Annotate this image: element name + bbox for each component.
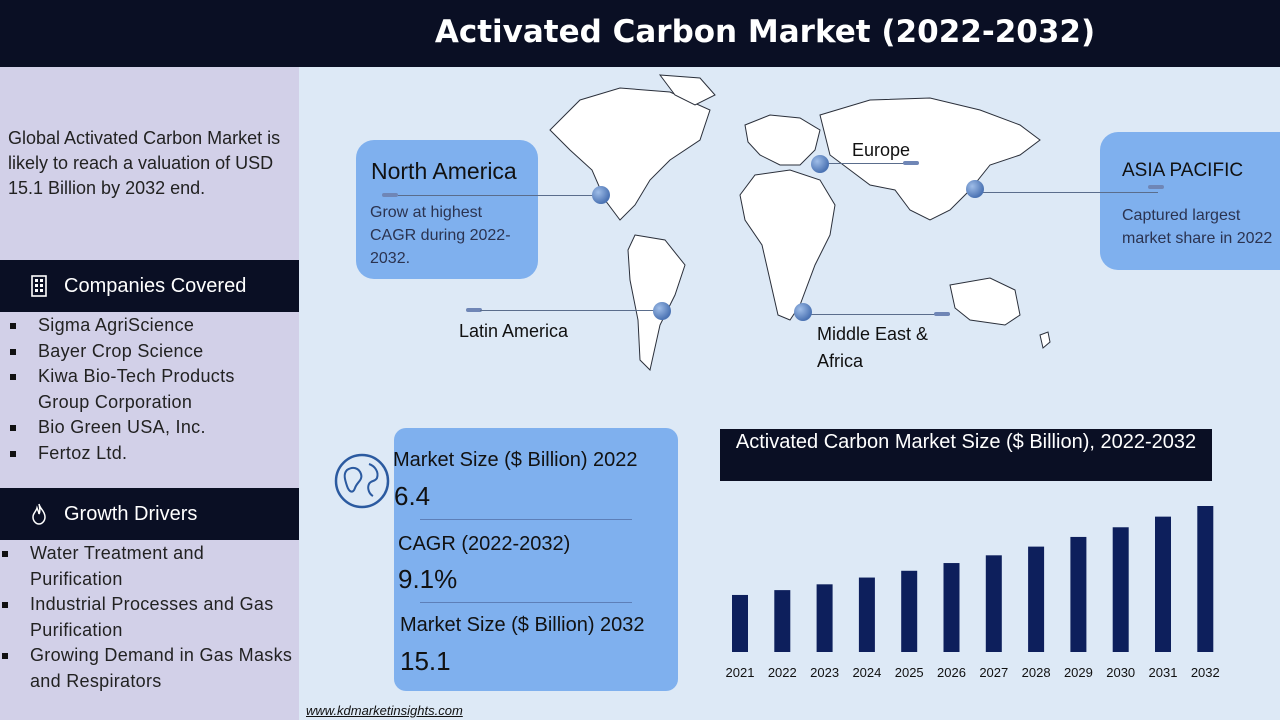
latin-america-label: Latin America [459, 321, 569, 341]
x-tick-label: 2026 [937, 665, 966, 680]
mea-label: Middle East & Africa [817, 324, 929, 371]
stats-divider [420, 519, 632, 520]
website-link[interactable]: www.kdmarketinsights.com [306, 703, 463, 718]
cagr-label: CAGR (2022-2032) [398, 533, 571, 555]
list-item: Fertoz Ltd. [10, 441, 260, 467]
europe-marker [903, 161, 919, 165]
europe-connector [828, 163, 918, 164]
x-tick-label: 2022 [768, 665, 797, 680]
list-item: Water Treatment and Purification [2, 541, 242, 592]
asia-pacific-desc: Captured largest market share in 2022 [1122, 207, 1273, 247]
drivers-list: Water Treatment and Purification Industr… [2, 541, 300, 694]
market-size-2022-label: Market Size ($ Billion) 2022 [393, 449, 638, 471]
bar-2021 [732, 594, 748, 652]
drivers-header: Growth Drivers [0, 488, 299, 540]
x-tick-label: 2028 [1022, 665, 1051, 680]
north-america-card [356, 140, 538, 279]
stats-divider [420, 602, 632, 603]
intro-text: Global Activated Carbon Market is likely… [8, 128, 281, 198]
x-tick-label: 2030 [1106, 665, 1135, 680]
sidebar [0, 67, 299, 720]
x-tick-label: 2031 [1149, 665, 1178, 680]
bar-chart: 2021 2022 2023 2024 2025 2026 2027 2028 2029 2030… [726, 506, 1220, 680]
cagr-value: 9.1% [398, 564, 458, 594]
x-tick-label: 2025 [895, 665, 924, 680]
north-america-desc: Grow at highest CAGR during 2022-2032. [370, 204, 511, 267]
bar-2031 [1155, 516, 1171, 652]
bar-2032 [1197, 506, 1214, 652]
title-bar: Activated Carbon Market (2022-2032) [0, 0, 1280, 67]
asia-pacific-marker [1148, 185, 1164, 189]
companies-heading: Companies Covered [64, 274, 247, 297]
asia-pacific-connector [983, 192, 1158, 193]
latin-america-dot [653, 302, 671, 320]
world-map [549, 74, 1051, 371]
bar-2028 [1028, 546, 1045, 652]
latin-america-connector [480, 310, 665, 311]
x-tick-label: 2021 [726, 665, 755, 680]
asia-pacific-dot [966, 180, 984, 198]
companies-header: Companies Covered [0, 260, 299, 312]
list-item: Industrial Processes and Gas Purificatio… [2, 592, 300, 643]
asia-pacific-card [1100, 132, 1280, 270]
mea-connector [810, 314, 950, 315]
latin-america-marker [466, 308, 482, 312]
x-tick-label: 2029 [1064, 665, 1093, 680]
market-size-2032-label: Market Size ($ Billion) 2032 [400, 614, 645, 636]
market-size-2032-value: 15.1 [400, 646, 451, 676]
bar-2026 [943, 563, 960, 652]
x-tick-label: 2023 [810, 665, 839, 680]
bar-2029 [1070, 536, 1087, 652]
asia-pacific-title: ASIA PACIFIC [1122, 160, 1244, 181]
bar-2025 [901, 570, 918, 652]
north-america-title: North America [371, 158, 517, 184]
bar-2030 [1112, 527, 1129, 652]
market-size-2022-value: 6.4 [394, 481, 431, 511]
north-america-connector [398, 195, 603, 196]
building-icon [28, 275, 50, 297]
drivers-heading: Growth Drivers [64, 502, 198, 525]
bar-2024 [858, 577, 875, 652]
companies-list: Sigma AgriScience Bayer Crop Science Kiw… [10, 313, 260, 466]
x-tick-label: 2024 [852, 665, 881, 680]
list-item: Bio Green USA, Inc. [10, 415, 260, 441]
flame-icon [28, 503, 50, 525]
x-tick-label: 2027 [979, 665, 1008, 680]
north-america-marker [382, 193, 398, 197]
x-tick-label: 2032 [1191, 665, 1220, 680]
globe-icon [334, 453, 390, 509]
mea-marker [934, 312, 950, 316]
bar-2023 [816, 584, 833, 652]
list-item: Growing Demand in Gas Masks and Respirat… [2, 643, 300, 694]
mea-dot [794, 303, 812, 321]
list-item: Bayer Crop Science [10, 339, 260, 365]
europe-dot [811, 155, 829, 173]
europe-label: Europe [852, 140, 911, 160]
chart-title: Activated Carbon Market Size ($ Billion)… [720, 429, 1212, 481]
list-item: Kiwa Bio-Tech Products Group Corporation [10, 364, 260, 415]
page-title: Activated Carbon Market (2022-2032) [434, 14, 1096, 50]
stats-panel [394, 428, 678, 691]
north-america-dot [592, 186, 610, 204]
bar-2027 [985, 555, 1002, 652]
bar-2022 [774, 590, 791, 652]
list-item: Sigma AgriScience [10, 313, 260, 339]
